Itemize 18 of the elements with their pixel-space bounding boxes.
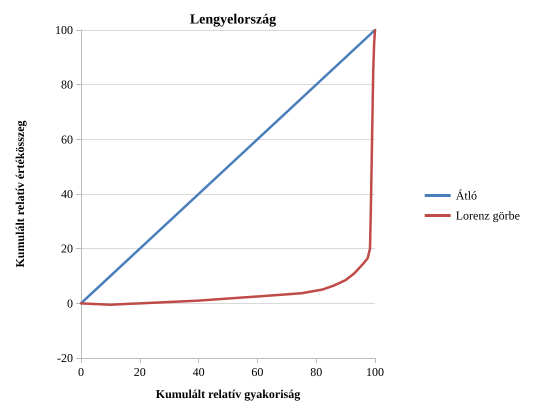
y-tick-label: 40 <box>61 187 73 201</box>
legend-label: Lorenz görbe <box>456 208 520 222</box>
x-tick-label: 20 <box>134 365 146 379</box>
y-tick-label: 60 <box>61 132 73 146</box>
x-tick-label: 0 <box>78 365 84 379</box>
y-tick-label: -20 <box>57 351 73 365</box>
y-tick-label: 80 <box>61 78 73 92</box>
legend-label: Átló <box>456 188 478 202</box>
x-tick-label: 100 <box>366 365 384 379</box>
chart-title: Lengyelország <box>190 12 276 28</box>
y-axis-title: Kumulált relatív értékösszeg <box>13 120 27 268</box>
x-tick-label: 60 <box>251 365 264 379</box>
y-tick-label: 100 <box>55 23 73 37</box>
x-tick-label: 40 <box>192 365 205 379</box>
y-tick-label: 20 <box>61 242 73 256</box>
x-tick-label: 80 <box>310 365 322 379</box>
y-tick-label: 0 <box>67 296 73 310</box>
x-axis-title: Kumulált relatív gyakoriság <box>156 387 300 401</box>
